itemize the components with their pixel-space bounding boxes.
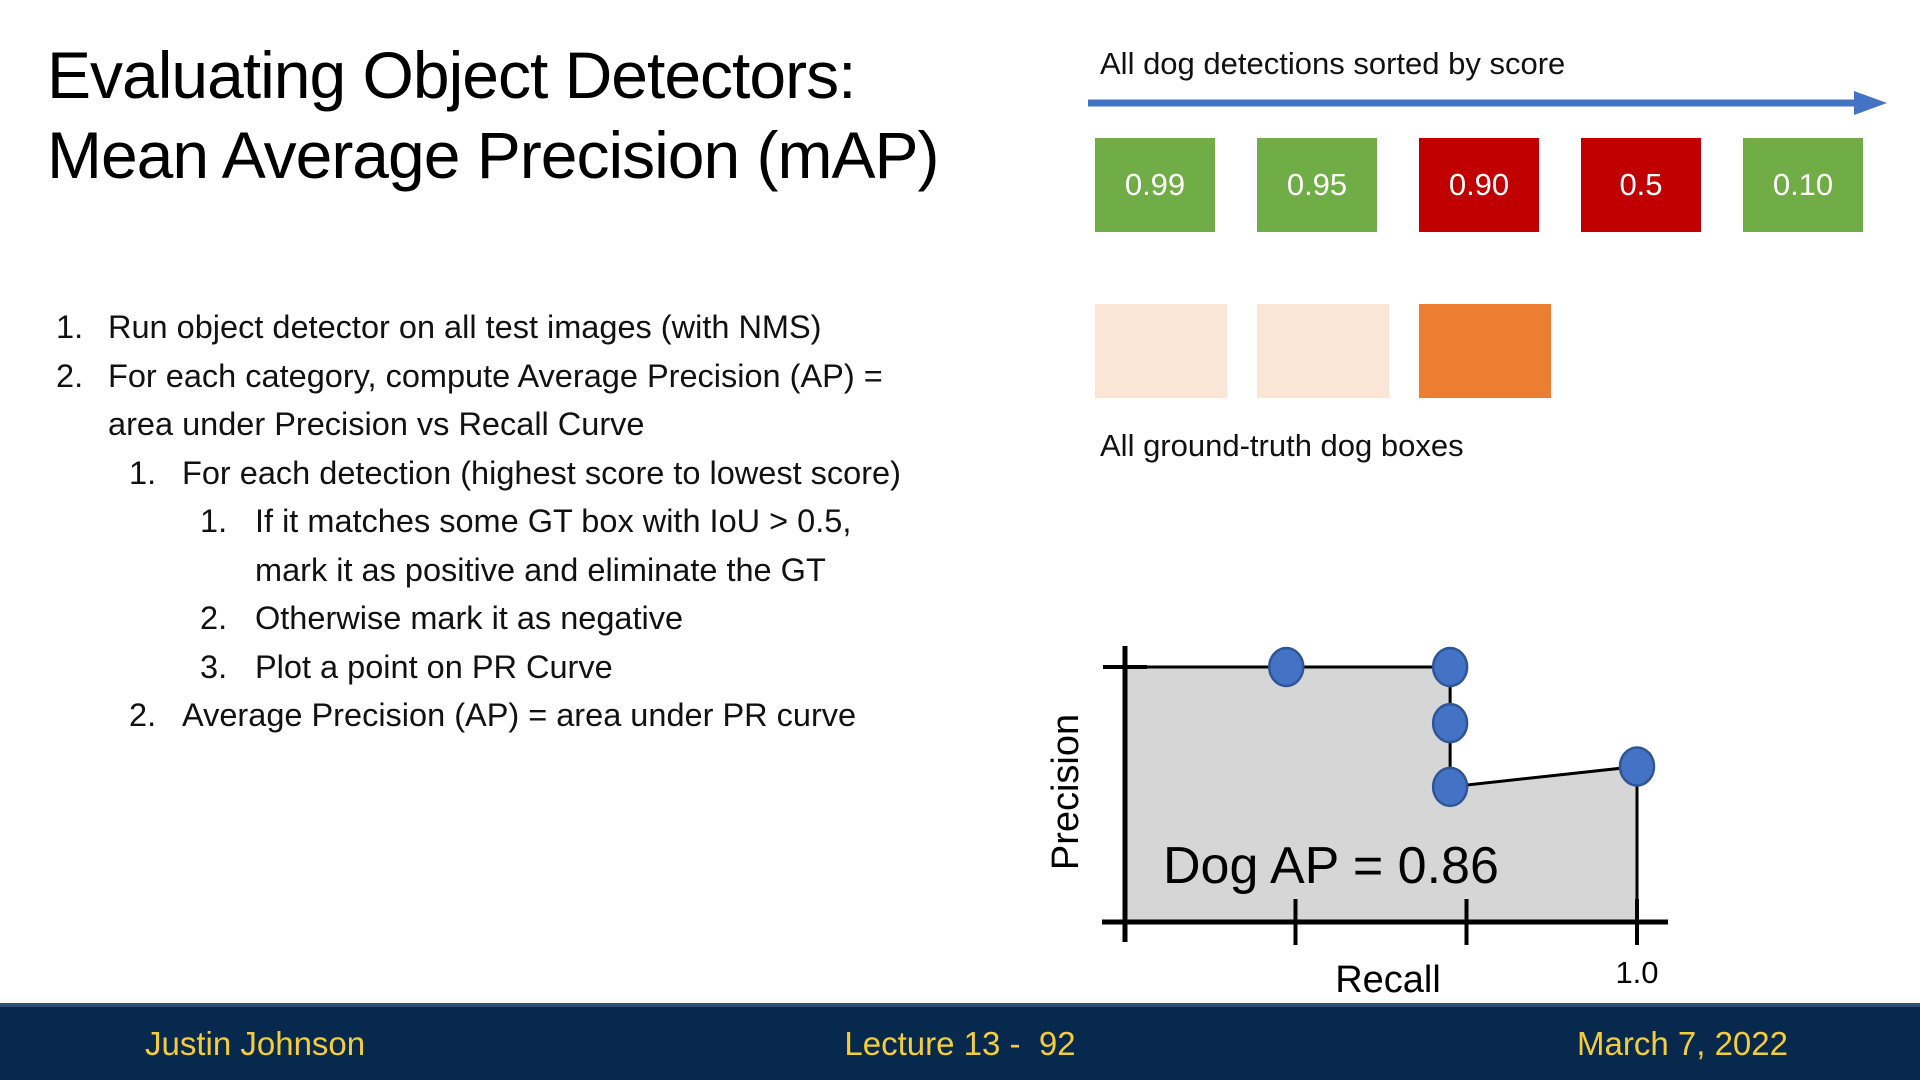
detection-score: 0.5 <box>1619 167 1663 202</box>
detection-score-box: 0.95 <box>1257 138 1377 232</box>
pr-data-point <box>1431 702 1469 744</box>
detection-score: 0.99 <box>1124 167 1186 202</box>
step-row: 2. Average Precision (AP) = area under P… <box>56 691 901 740</box>
step-text: Average Precision (AP) = area under PR c… <box>182 697 857 733</box>
x-max-tick-label: 1.0 <box>1615 955 1658 990</box>
detection-score: 0.10 <box>1772 167 1834 202</box>
lecture-page-label: Lecture 13 - 92 <box>844 1024 1076 1062</box>
step-row: 1. Run object detector on all test image… <box>56 303 901 352</box>
ground-truth-box <box>1419 304 1551 398</box>
ground-truth-box <box>1257 304 1389 398</box>
step-number: 1. <box>200 503 228 539</box>
step-text: Run object detector on all test images (… <box>108 309 822 345</box>
step-row: 3. Plot a point on PR Curve <box>56 643 901 692</box>
author-name: Justin Johnson <box>145 1024 366 1062</box>
pr-data-point <box>1618 746 1656 787</box>
date-label: March 7, 2022 <box>1577 1024 1788 1062</box>
step-row: 1. If it matches some GT box with IoU > … <box>56 497 901 594</box>
recall-axis-label: Recall <box>1335 959 1441 1001</box>
step-row: 2. Otherwise mark it as negative <box>56 594 901 643</box>
step-row: 1. For each detection (highest score to … <box>56 449 901 498</box>
slide-title: Evaluating Object Detectors: Mean Averag… <box>47 38 940 192</box>
pr-data-point <box>1431 646 1469 688</box>
precision-axis-label: Precision <box>1045 714 1087 870</box>
step-text: If it matches some GT box with IoU > 0.5… <box>255 503 852 588</box>
step-number: 1. <box>56 309 84 345</box>
step-text: Otherwise mark it as negative <box>255 600 684 636</box>
step-number: 1. <box>129 454 157 491</box>
sort-arrow-icon <box>1088 91 1887 115</box>
step-text: For each category, compute Average Preci… <box>108 357 883 443</box>
footer-bar: Justin Johnson Lecture 13 - 92 March 7, … <box>0 1003 1920 1080</box>
step-number: 3. <box>200 648 228 685</box>
ground-truth-row <box>1095 304 1551 398</box>
detection-score-box: 0.10 <box>1743 138 1863 232</box>
pr-curve-chart: Dog AP = 0.86 Precision Recall 1.0 <box>1045 646 1668 1001</box>
step-number: 2. <box>56 357 84 394</box>
detection-score: 0.95 <box>1286 167 1348 202</box>
step-row: 2. For each category, compute Average Pr… <box>56 352 901 449</box>
steps-list: 1. Run object detector on all test image… <box>56 303 901 740</box>
detection-score-box: 0.99 <box>1095 138 1215 232</box>
detection-score-box: 0.90 <box>1419 138 1539 232</box>
step-text: Plot a point on PR Curve <box>255 648 613 685</box>
detection-score-box: 0.5 <box>1581 138 1701 232</box>
step-number: 2. <box>129 697 157 733</box>
detection-score: 0.90 <box>1448 167 1510 202</box>
step-text: For each detection (highest score to low… <box>182 454 901 491</box>
sort-arrow-head <box>1854 91 1887 115</box>
ground-truth-label: All ground-truth dog boxes <box>1100 428 1464 463</box>
step-number: 2. <box>200 600 228 636</box>
detections-heading: All dog detections sorted by score <box>1100 46 1566 81</box>
ap-label: Dog AP = 0.86 <box>1163 837 1499 895</box>
pr-data-point <box>1431 766 1469 808</box>
area-under-curve <box>1125 667 1637 922</box>
ground-truth-box <box>1095 304 1227 398</box>
pr-data-point <box>1268 646 1305 688</box>
detection-scores-row: 0.99 0.95 0.90 0.5 0.10 <box>1095 138 1863 232</box>
